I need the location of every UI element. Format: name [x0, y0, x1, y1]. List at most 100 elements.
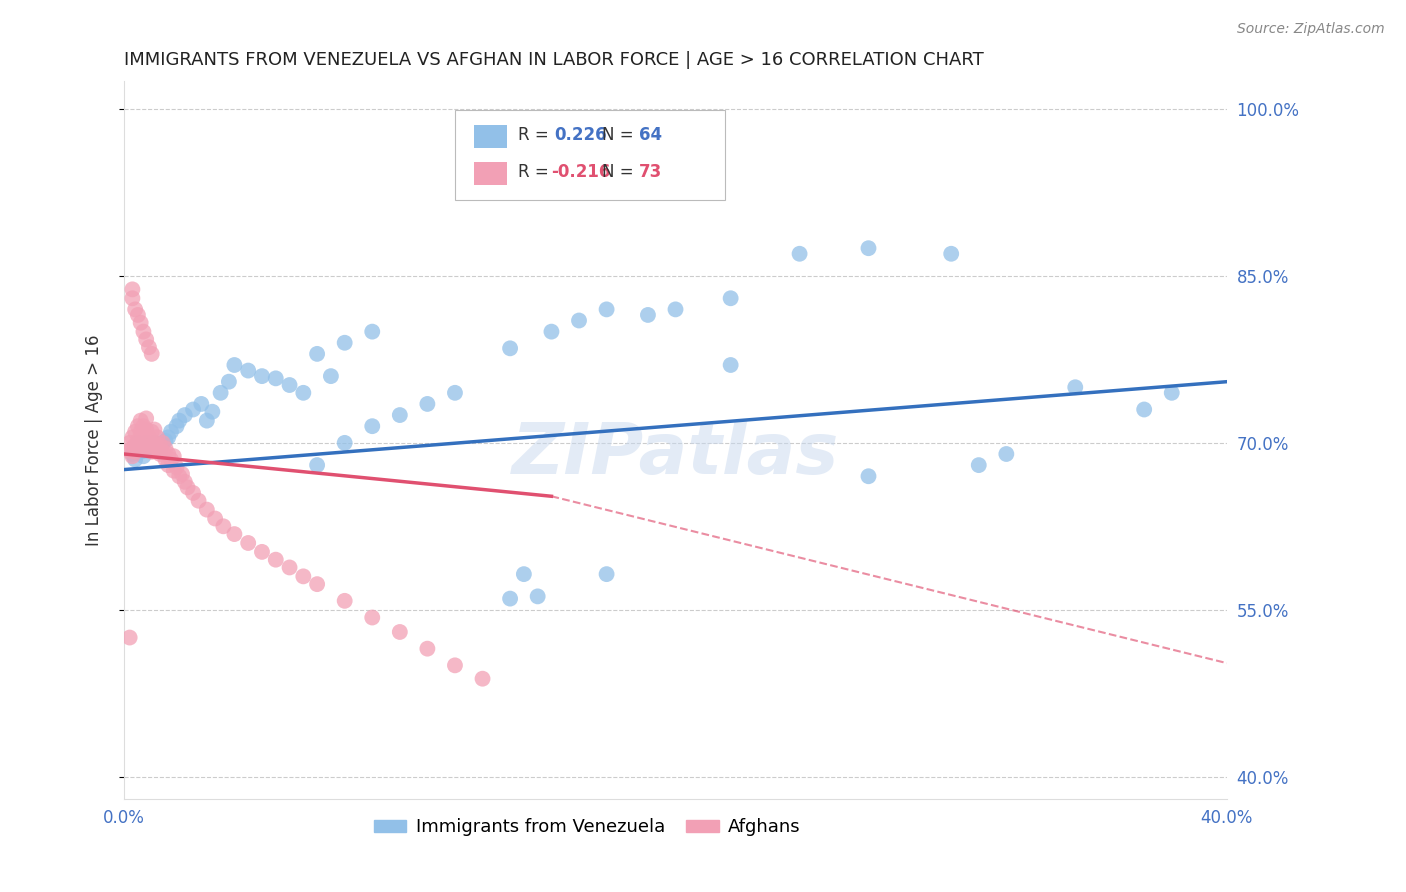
Text: 64: 64: [640, 126, 662, 145]
Point: [224, 527, 246, 541]
Point: [146, 430, 169, 444]
Point: [163, 449, 186, 463]
Point: [540, 325, 562, 339]
Point: [388, 408, 411, 422]
Point: [121, 282, 143, 296]
Point: [664, 302, 686, 317]
Point: [967, 458, 990, 472]
Point: [127, 419, 149, 434]
Point: [568, 313, 591, 327]
Point: [155, 434, 177, 448]
Text: 0.226: 0.226: [554, 126, 607, 145]
Point: [361, 325, 384, 339]
Point: [170, 467, 193, 481]
Point: [858, 241, 880, 255]
Point: [195, 414, 218, 428]
Text: 73: 73: [640, 163, 662, 181]
Point: [138, 340, 160, 354]
Point: [1160, 385, 1182, 400]
Point: [155, 452, 177, 467]
Point: [127, 434, 149, 448]
Point: [152, 444, 174, 458]
Point: [129, 438, 152, 452]
Point: [166, 460, 188, 475]
Point: [143, 423, 166, 437]
Point: [143, 435, 166, 450]
Point: [292, 569, 315, 583]
Point: [264, 552, 287, 566]
FancyBboxPatch shape: [456, 110, 725, 200]
Point: [333, 594, 356, 608]
Bar: [474, 125, 506, 148]
Point: [238, 363, 260, 377]
Point: [858, 469, 880, 483]
Text: R =: R =: [517, 126, 554, 145]
Point: [132, 325, 155, 339]
Point: [361, 419, 384, 434]
Point: [595, 302, 617, 317]
Point: [637, 308, 659, 322]
Point: [181, 486, 204, 500]
Point: [135, 333, 157, 347]
Point: [121, 291, 143, 305]
Point: [160, 425, 183, 439]
Point: [169, 414, 191, 428]
Point: [124, 452, 146, 467]
Point: [212, 519, 235, 533]
Point: [307, 347, 329, 361]
Point: [499, 341, 522, 355]
Legend: Immigrants from Venezuela, Afghans: Immigrants from Venezuela, Afghans: [367, 811, 808, 844]
Point: [129, 444, 152, 458]
Point: [361, 610, 384, 624]
Point: [181, 402, 204, 417]
Point: [132, 419, 155, 434]
Point: [238, 536, 260, 550]
Point: [471, 672, 494, 686]
Point: [141, 347, 163, 361]
Point: [333, 335, 356, 350]
Point: [135, 423, 157, 437]
Point: [292, 385, 315, 400]
Point: [499, 591, 522, 606]
Point: [307, 458, 329, 472]
Point: [157, 458, 180, 472]
Point: [995, 447, 1018, 461]
Point: [138, 442, 160, 456]
Point: [135, 411, 157, 425]
Point: [416, 397, 439, 411]
Point: [173, 408, 195, 422]
Bar: [474, 162, 506, 186]
Point: [513, 567, 536, 582]
Point: [789, 246, 811, 260]
Text: N =: N =: [602, 126, 638, 145]
Point: [149, 438, 172, 452]
Point: [127, 442, 149, 456]
Point: [129, 316, 152, 330]
Point: [124, 425, 146, 439]
Point: [595, 567, 617, 582]
Y-axis label: In Labor Force | Age > 16: In Labor Force | Age > 16: [86, 334, 103, 546]
Point: [138, 442, 160, 456]
Point: [135, 435, 157, 450]
Point: [149, 444, 172, 458]
Point: [195, 502, 218, 516]
Text: N =: N =: [602, 163, 638, 181]
Point: [720, 358, 742, 372]
Point: [160, 452, 183, 467]
Point: [124, 444, 146, 458]
Point: [941, 246, 963, 260]
Point: [224, 358, 246, 372]
Point: [121, 430, 143, 444]
Point: [135, 443, 157, 458]
Point: [388, 624, 411, 639]
Point: [173, 475, 195, 489]
Point: [132, 430, 155, 444]
Point: [152, 435, 174, 450]
Point: [146, 442, 169, 456]
Point: [155, 442, 177, 456]
Point: [127, 442, 149, 456]
Point: [444, 385, 467, 400]
Point: [118, 435, 141, 450]
Text: -0.216: -0.216: [551, 163, 610, 181]
Point: [118, 631, 141, 645]
